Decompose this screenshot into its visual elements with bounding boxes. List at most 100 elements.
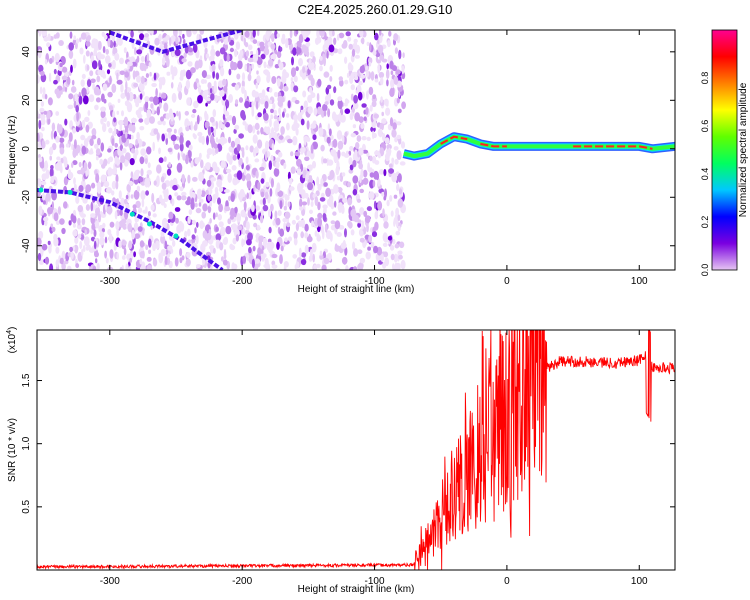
signal-tone-core — [480, 142, 507, 148]
noise-blob — [128, 143, 133, 149]
noise-blob — [127, 65, 130, 70]
noise-blob — [244, 30, 250, 38]
noise-blob — [115, 180, 119, 190]
noise-blob — [298, 34, 304, 44]
noise-blob — [390, 78, 395, 89]
noise-blob — [127, 222, 132, 233]
noise-blob — [212, 195, 217, 204]
noise-blob — [120, 197, 125, 208]
noise-blob — [393, 219, 396, 227]
noise-blob — [398, 49, 402, 60]
noise-blob — [150, 204, 155, 211]
ridge-highlight — [147, 221, 153, 227]
noise-blob — [190, 120, 193, 131]
noise-blob — [96, 184, 102, 194]
noise-blob — [377, 63, 381, 74]
noise-blob — [209, 201, 213, 208]
noise-blob — [119, 144, 123, 152]
noise-blob — [40, 180, 47, 186]
noise-blob — [182, 33, 185, 39]
noise-blob — [206, 179, 212, 187]
x-tick-label: 0 — [504, 276, 510, 287]
noise-blob — [360, 74, 366, 79]
noise-blob — [241, 72, 246, 82]
noise-blob — [323, 257, 330, 265]
snr-scale-note: (x104) — [6, 327, 18, 354]
noise-blob — [317, 212, 323, 219]
noise-blob — [356, 135, 362, 142]
noise-blob — [243, 167, 247, 176]
noise-blob — [125, 263, 129, 270]
noise-blob — [114, 155, 118, 164]
noise-blob — [379, 54, 384, 61]
noise-blob — [55, 220, 60, 225]
noise-blob — [245, 164, 250, 171]
x-tick-label: -200 — [232, 576, 252, 587]
noise-blob — [396, 134, 402, 140]
noise-blob — [146, 169, 152, 175]
noise-blob — [172, 184, 178, 191]
noise-blob — [316, 92, 320, 102]
noise-blob — [362, 149, 369, 154]
noise-blob — [225, 225, 232, 235]
noise-blob — [65, 143, 70, 148]
noise-blob — [80, 134, 86, 141]
colorbar-tick-label: 0.2 — [700, 216, 710, 229]
noise-blob — [283, 162, 287, 169]
noise-blob — [260, 178, 265, 184]
noise-blob — [290, 166, 296, 174]
noise-blob — [388, 30, 392, 37]
noise-blob — [309, 51, 315, 58]
noise-blob — [198, 198, 204, 204]
noise-blob — [200, 79, 206, 84]
noise-blob — [210, 134, 215, 144]
noise-blob — [274, 30, 278, 39]
noise-blob — [106, 120, 111, 128]
noise-blob — [226, 53, 230, 63]
noise-blob — [394, 137, 398, 143]
noise-blob — [361, 103, 367, 108]
noise-blob — [81, 87, 87, 98]
noise-blob — [327, 93, 332, 100]
noise-blob — [46, 110, 51, 120]
noise-blob — [166, 168, 172, 176]
noise-blob — [328, 44, 335, 53]
noise-blob — [353, 94, 358, 104]
x-tick-label: -300 — [100, 276, 120, 287]
noise-blob — [55, 135, 60, 143]
noise-blob — [359, 188, 365, 194]
noise-blob — [95, 148, 101, 156]
noise-blob — [310, 144, 314, 154]
noise-blob — [344, 79, 349, 85]
noise-blob — [90, 42, 96, 49]
noise-blob — [263, 61, 267, 69]
noise-blob — [111, 83, 117, 94]
noise-blob — [298, 247, 302, 258]
noise-blob — [286, 222, 291, 228]
noise-blob — [59, 62, 63, 68]
noise-blob — [49, 155, 52, 161]
descending-ridge-upper — [109, 30, 243, 54]
noise-blob — [178, 30, 182, 37]
noise-blob — [138, 81, 145, 92]
noise-blob — [206, 135, 209, 146]
noise-blob — [319, 197, 326, 202]
noise-blob — [116, 228, 120, 237]
noise-blob — [385, 107, 391, 116]
noise-blob — [73, 35, 76, 41]
noise-blob — [133, 170, 140, 180]
noise-blob — [266, 74, 271, 84]
noise-blob — [195, 78, 199, 84]
noise-blob — [107, 91, 113, 98]
noise-blob — [232, 263, 238, 270]
noise-blob — [118, 240, 122, 249]
noise-blob — [139, 33, 145, 41]
noise-blob — [195, 235, 199, 245]
noise-blob — [275, 217, 281, 226]
scale-exp: 4 — [6, 330, 13, 334]
noise-blob — [276, 182, 281, 193]
noise-blob — [266, 241, 272, 251]
noise-blob — [232, 154, 237, 161]
noise-blob — [382, 232, 388, 243]
noise-blob — [343, 153, 350, 158]
